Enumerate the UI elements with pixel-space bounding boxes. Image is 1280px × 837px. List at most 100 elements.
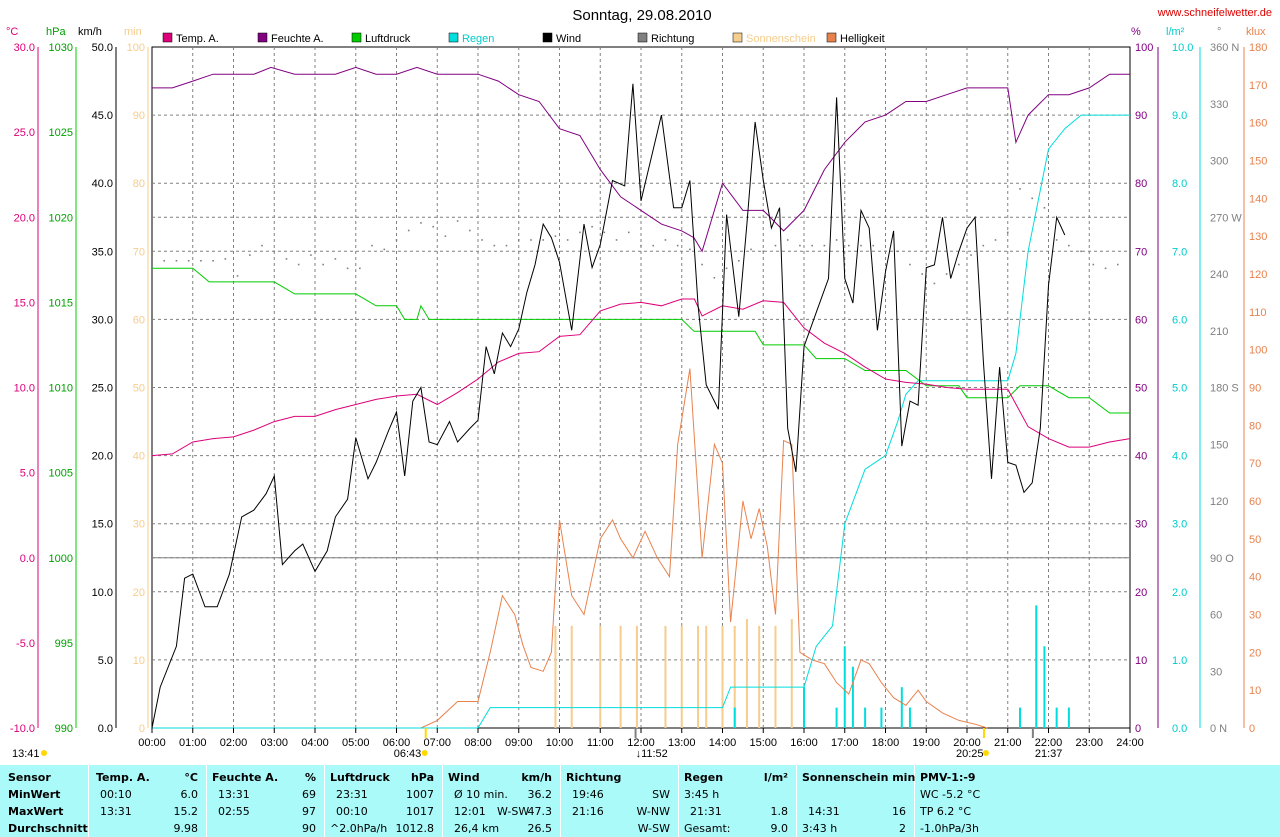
direction-axis-unit: °: [1217, 26, 1221, 38]
direction-point: [1068, 244, 1070, 247]
direction-avg-value: W-SW: [637, 822, 670, 835]
temp-avg-value: 9.98: [173, 822, 199, 835]
direction-point: [921, 273, 923, 275]
legend-item: Helligkeit: [826, 32, 885, 45]
wind-tick-label: 50.0: [92, 42, 113, 54]
direction-point: [273, 250, 276, 253]
wind-column: Wind km/h Ø 10 min. 36.2 12:01 W-SW 47.3…: [442, 765, 561, 837]
direction-point: [676, 244, 679, 247]
pmv-dewpoint: TP 6.2 °C: [920, 805, 972, 818]
axes-layer: 30.025.020.015.010.05.00.0-5.0-10.010301…: [6, 26, 1267, 749]
humidity-tick-label: 20: [1135, 587, 1147, 599]
humidity-tick-label: 70: [1135, 246, 1147, 258]
wind-distance: 26,4 km: [454, 822, 500, 835]
sunshine-header: Sonnenschein min: [802, 771, 916, 784]
temp-axis-unit: °C: [6, 26, 18, 38]
direction-point: [1116, 263, 1119, 266]
direction-point: [640, 244, 642, 247]
pressure-max-time: 00:10: [336, 805, 368, 818]
direction-tick-label: 360 N: [1210, 42, 1239, 54]
rain-max-time: 21:31: [690, 805, 722, 818]
temp-tick-label: -10.0: [10, 723, 35, 735]
direction-point: [982, 244, 985, 247]
direction-point: [591, 225, 593, 228]
website-link[interactable]: www.schneifelwetter.de: [1157, 7, 1272, 19]
direction-point: [615, 239, 618, 241]
legend-item: Wind: [542, 32, 581, 45]
sunshine-tick-label: 0: [139, 723, 145, 735]
pressure-header: Luftdruck: [330, 771, 390, 784]
direction-point: [200, 259, 202, 262]
x-tick-label: 01:00: [179, 737, 207, 749]
sunset-time: 20:25: [956, 748, 984, 760]
legend-label: Richtung: [651, 33, 694, 45]
legend-label: Luftdruck: [365, 33, 411, 45]
humidity-min-value: 69: [302, 788, 316, 801]
direction-point: [554, 235, 557, 237]
wind-tick-label: 30.0: [92, 314, 113, 326]
rain-total-value: 9.0: [770, 822, 789, 835]
direction-point: [1043, 206, 1046, 209]
wind-tick-label: 35.0: [92, 246, 113, 258]
direction-point: [310, 254, 312, 256]
moonrise-time: 13:41: [12, 748, 40, 760]
wind-max-direction: W-SW: [497, 805, 530, 818]
legend-item: Temp. A.: [162, 32, 219, 45]
x-tick-label: 09:00: [505, 737, 533, 749]
direction-point: [970, 254, 972, 256]
direction-point: [444, 235, 447, 237]
sunshine-tick-label: 60: [133, 314, 145, 326]
direction-point: [1019, 188, 1021, 190]
humidity-max-value: 97: [302, 805, 316, 818]
humidity-tick-label: 100: [1135, 42, 1153, 54]
wind-max-value: 47.3: [527, 805, 553, 818]
row-labels-column: Sensor MinWert MaxWert Durchschnitt: [0, 765, 89, 837]
pmv-windchill: WC -5.2 °C: [920, 788, 981, 801]
x-tick-label: 10:00: [546, 737, 574, 749]
legend-label: Wind: [556, 33, 581, 45]
legend-swatch: [542, 32, 553, 43]
direction-point: [236, 275, 239, 277]
direction-min-time: 19:46: [572, 788, 604, 801]
direction-point: [909, 263, 911, 266]
sunshine-tick-label: 100: [127, 42, 145, 54]
wind-axis-unit: km/h: [78, 26, 102, 38]
direction-point: [322, 263, 324, 266]
sunshine-max-value: 16: [892, 805, 906, 818]
wind-tick-label: 45.0: [92, 110, 113, 122]
direction-point: [689, 248, 691, 251]
pressure-tick-label: 1010: [49, 383, 73, 395]
wind-tick-label: 10.0: [92, 587, 113, 599]
x-tick-label: 08:00: [464, 737, 492, 749]
brightness-tick-label: 120: [1249, 269, 1267, 281]
legend-swatch: [448, 32, 459, 43]
direction-point: [994, 239, 997, 241]
rain-unit: l/m²: [763, 771, 788, 784]
legend-item: Luftdruck: [351, 32, 411, 45]
pressure-tick-label: 1025: [49, 127, 73, 139]
direction-tick-label: 120: [1210, 496, 1228, 508]
sunshine-avg-value: 2: [899, 822, 906, 835]
direction-tick-label: 180 S: [1210, 383, 1239, 395]
row-label-min: MinWert: [8, 788, 61, 801]
direction-header: Richtung: [566, 771, 622, 784]
wind-avg10-label: Ø 10 min.: [454, 788, 508, 801]
sunshine-tick-label: 90: [133, 110, 145, 122]
sunshine-max-time: 14:31: [808, 805, 840, 818]
humidity-min-time: 13:31: [218, 788, 250, 801]
brightness-tick-label: 130: [1249, 231, 1267, 243]
temp-tick-label: -5.0: [16, 638, 35, 650]
x-tick-label: 22:00: [1035, 737, 1063, 749]
humidity-tick-label: 10: [1135, 655, 1147, 667]
legend-swatch: [162, 32, 173, 43]
legend-label: Helligkeit: [840, 33, 885, 45]
brightness-tick-label: 20: [1249, 647, 1261, 659]
direction-tick-label: 270 W: [1210, 212, 1242, 224]
rain-duration: 3:45 h: [684, 788, 720, 801]
legend-item: Sonnenschein: [732, 32, 816, 45]
humidity-tick-label: 30: [1135, 519, 1147, 531]
direction-tick-label: 210: [1210, 326, 1228, 338]
brightness-tick-label: 160: [1249, 118, 1267, 130]
direction-point: [297, 263, 300, 266]
legend: Temp. A. Feuchte A. Luftdruck Regen Wind Rich…: [162, 32, 885, 45]
